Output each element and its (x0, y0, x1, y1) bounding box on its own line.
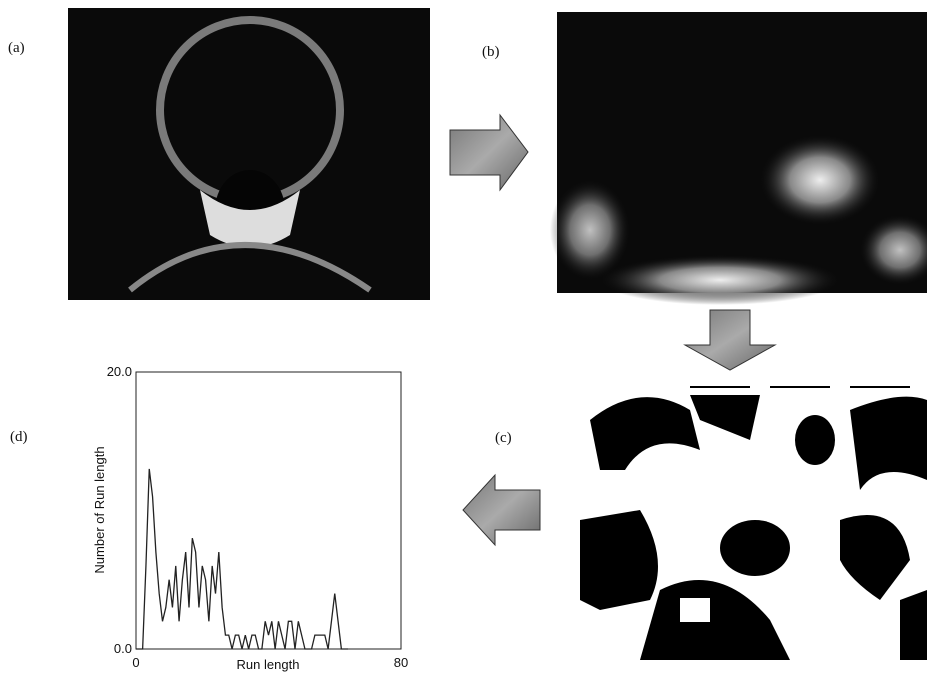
image-b-shape (760, 135, 880, 225)
panel-label: (a) (8, 40, 25, 56)
image-c-blob (795, 415, 835, 465)
arrow-down (685, 310, 775, 370)
y-tick-label: 20.0 (107, 364, 132, 379)
plot-frame (136, 372, 401, 649)
x-axis-label: Run length (237, 657, 300, 672)
data-line (136, 469, 348, 649)
page: (a) (b) (c) (d) Run length Number of Run… (0, 0, 927, 675)
x-tick-label: 0 (132, 655, 139, 670)
panel-label: (d) (10, 429, 28, 445)
y-tick-label: 0.0 (114, 641, 132, 656)
arrow-left (463, 475, 540, 545)
image-c-blob (900, 590, 927, 660)
panel-label: (c) (495, 430, 512, 446)
figure: (a) (b) (c) (d) Run length Number of Run… (0, 0, 927, 675)
arrow-right (450, 115, 528, 190)
panel-label: (b) (482, 44, 500, 60)
x-tick-label: 80 (394, 655, 408, 670)
image-c-blob (580, 510, 658, 610)
image-c-blob (720, 520, 790, 576)
y-axis-label: Number of Run length (92, 446, 107, 573)
image-b-shape (600, 255, 840, 305)
image-a (68, 8, 430, 300)
image-b-shape (550, 180, 630, 280)
image-c-hole (680, 598, 710, 622)
